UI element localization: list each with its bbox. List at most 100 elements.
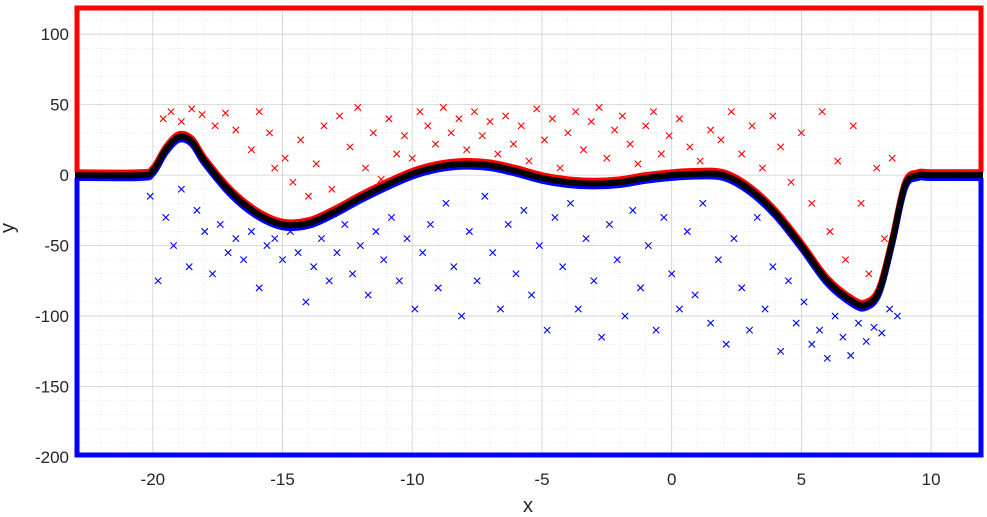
scatter-point — [893, 312, 901, 320]
scatter-point — [857, 199, 865, 207]
scatter-point — [657, 150, 665, 158]
scatter-point — [777, 143, 785, 151]
scatter-point — [574, 305, 582, 313]
scatter-point — [496, 305, 505, 313]
scatter-point — [730, 234, 738, 243]
scatter-point — [372, 227, 380, 236]
scatter-point — [188, 105, 196, 113]
scatter-point — [800, 298, 808, 306]
scatter-point — [310, 263, 318, 271]
scatter-point — [403, 234, 411, 243]
scatter-point — [880, 234, 889, 243]
scatter-point — [325, 277, 333, 285]
scatter-point — [649, 108, 658, 116]
scatter-point — [411, 305, 419, 313]
scatter-point — [787, 178, 795, 186]
scatter-point — [432, 140, 440, 148]
scatter-point — [232, 126, 240, 134]
scatter-point — [548, 115, 556, 123]
scatter-point — [727, 108, 735, 116]
scatter-point — [224, 249, 232, 257]
scatter-point — [595, 103, 603, 112]
scatter-point — [333, 249, 341, 257]
scatter-point — [873, 164, 881, 172]
scatter-point — [533, 105, 541, 113]
y-tick-label: -200 — [35, 448, 69, 467]
scatter-point — [450, 263, 458, 271]
scatter-point — [572, 108, 580, 116]
scatter-point — [761, 305, 769, 313]
scatter-point — [642, 122, 650, 130]
scatter-point — [271, 164, 279, 172]
scatter-point — [748, 122, 756, 130]
scatter-point — [696, 157, 704, 165]
scatter-point — [473, 277, 481, 285]
scatter-point — [426, 220, 435, 229]
scatter-point — [847, 351, 855, 360]
y-tick-label: -100 — [35, 307, 69, 326]
scatter-point — [714, 256, 722, 264]
scatter-point — [815, 326, 824, 334]
scatter-point — [675, 115, 684, 123]
y-tick-label: 50 — [50, 96, 69, 115]
region-boundary — [74, 5, 984, 458]
scatter-point — [354, 103, 362, 112]
y-tick-label: -150 — [35, 378, 69, 397]
scatter-point — [255, 284, 263, 292]
scatter-point — [777, 347, 785, 355]
scatter-point — [613, 256, 621, 264]
scatter-point — [387, 213, 396, 221]
scatter-point — [294, 249, 302, 257]
scatter-point — [886, 305, 894, 313]
scatter-point — [621, 312, 629, 320]
scatter-point — [525, 157, 533, 165]
upper-region-outline — [74, 5, 984, 173]
scatter-point — [208, 270, 217, 278]
scatter-point — [520, 206, 528, 214]
scatter-point — [758, 164, 767, 172]
scatter-point — [559, 263, 567, 271]
scatter-point — [455, 115, 463, 123]
scatter-point — [271, 234, 279, 243]
scatter-point — [556, 164, 564, 172]
scatter-point — [424, 122, 432, 130]
scatter-point — [416, 108, 424, 116]
scatter-point — [489, 249, 497, 257]
scatter-point — [255, 108, 263, 116]
scatter-point — [707, 126, 715, 134]
scatter-point — [177, 117, 185, 126]
scatter-point — [185, 263, 193, 271]
scatter-point — [434, 284, 442, 292]
scatter-point — [312, 160, 320, 168]
scatter-point — [644, 242, 652, 250]
x-tick-label: -15 — [270, 470, 295, 489]
scatter-point — [169, 242, 178, 250]
scatter-point — [336, 112, 344, 120]
scatter-point — [745, 326, 754, 334]
x-tick-label: -10 — [400, 470, 425, 489]
scatter-point — [419, 249, 427, 257]
scatter-point — [211, 122, 219, 130]
scatter-point — [247, 227, 255, 236]
scatter-point — [717, 136, 725, 144]
scatter-point — [808, 199, 816, 207]
scatter-point — [579, 146, 588, 154]
scatter-point — [834, 157, 842, 165]
scatter-point — [159, 115, 167, 123]
scatter-point — [201, 227, 209, 236]
scatter-point — [465, 227, 473, 236]
scatter-point — [494, 150, 502, 158]
scatter-point — [551, 213, 559, 221]
scatter-point — [328, 185, 336, 193]
scatter-point — [888, 154, 896, 162]
scatter-point — [540, 136, 549, 144]
scatter-point — [792, 319, 800, 327]
scatter-point — [504, 220, 512, 229]
scatter-point — [385, 115, 393, 123]
scatter-point — [865, 270, 873, 278]
scatter-point — [582, 234, 590, 243]
scatter-point — [862, 337, 870, 346]
scatter-point — [177, 185, 185, 193]
